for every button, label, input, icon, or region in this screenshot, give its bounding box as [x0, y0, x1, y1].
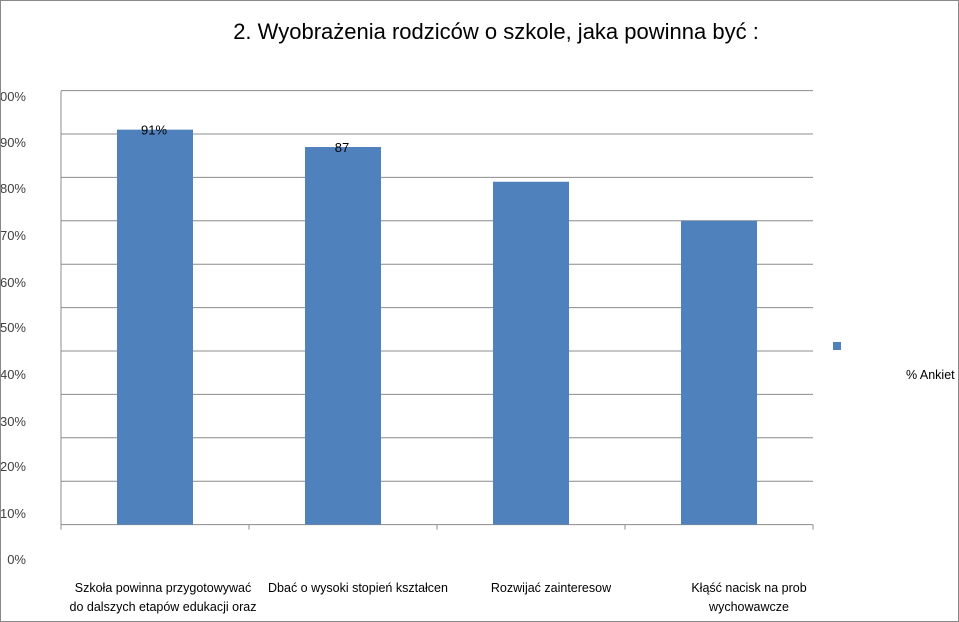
- x-tick-label: Dbać o wysoki stopień kształcen: [268, 581, 448, 595]
- x-tick-label: Szkoła powinna przygotowywać: [75, 581, 251, 595]
- data-label: 87: [335, 140, 349, 155]
- x-tick-label: Rozwijać zainteresow: [491, 581, 612, 595]
- data-label: 91%: [141, 123, 167, 138]
- y-tick-label: 40%: [1, 367, 26, 382]
- y-tick-label: 20%: [1, 459, 26, 474]
- bar: [493, 181, 569, 525]
- y-tick-label: 60%: [1, 275, 26, 290]
- y-tick-label: 90%: [1, 135, 26, 150]
- bar: [681, 220, 757, 525]
- y-tick-label: 70%: [1, 228, 26, 243]
- y-tick-label: 10%: [1, 506, 26, 521]
- y-tick-label: 0%: [7, 552, 26, 567]
- x-tick-label: do dalszych etapów edukacji oraz: [70, 600, 257, 614]
- y-tick-label: 80%: [1, 181, 26, 196]
- legend-label: % Ankiet: [906, 368, 955, 382]
- y-tick-label: 30%: [1, 414, 26, 429]
- x-tick-label: wychowawcze: [708, 600, 789, 614]
- legend-swatch: [833, 342, 841, 350]
- chart-title: 2. Wyobrażenia rodziców o szkole, jaka p…: [233, 19, 759, 44]
- bar: [305, 147, 381, 525]
- y-tick-label: 00%: [1, 89, 26, 104]
- y-tick-label: 50%: [1, 320, 26, 335]
- x-tick-label: Kłąść nacisk na prob: [691, 581, 806, 595]
- bar: [117, 129, 193, 525]
